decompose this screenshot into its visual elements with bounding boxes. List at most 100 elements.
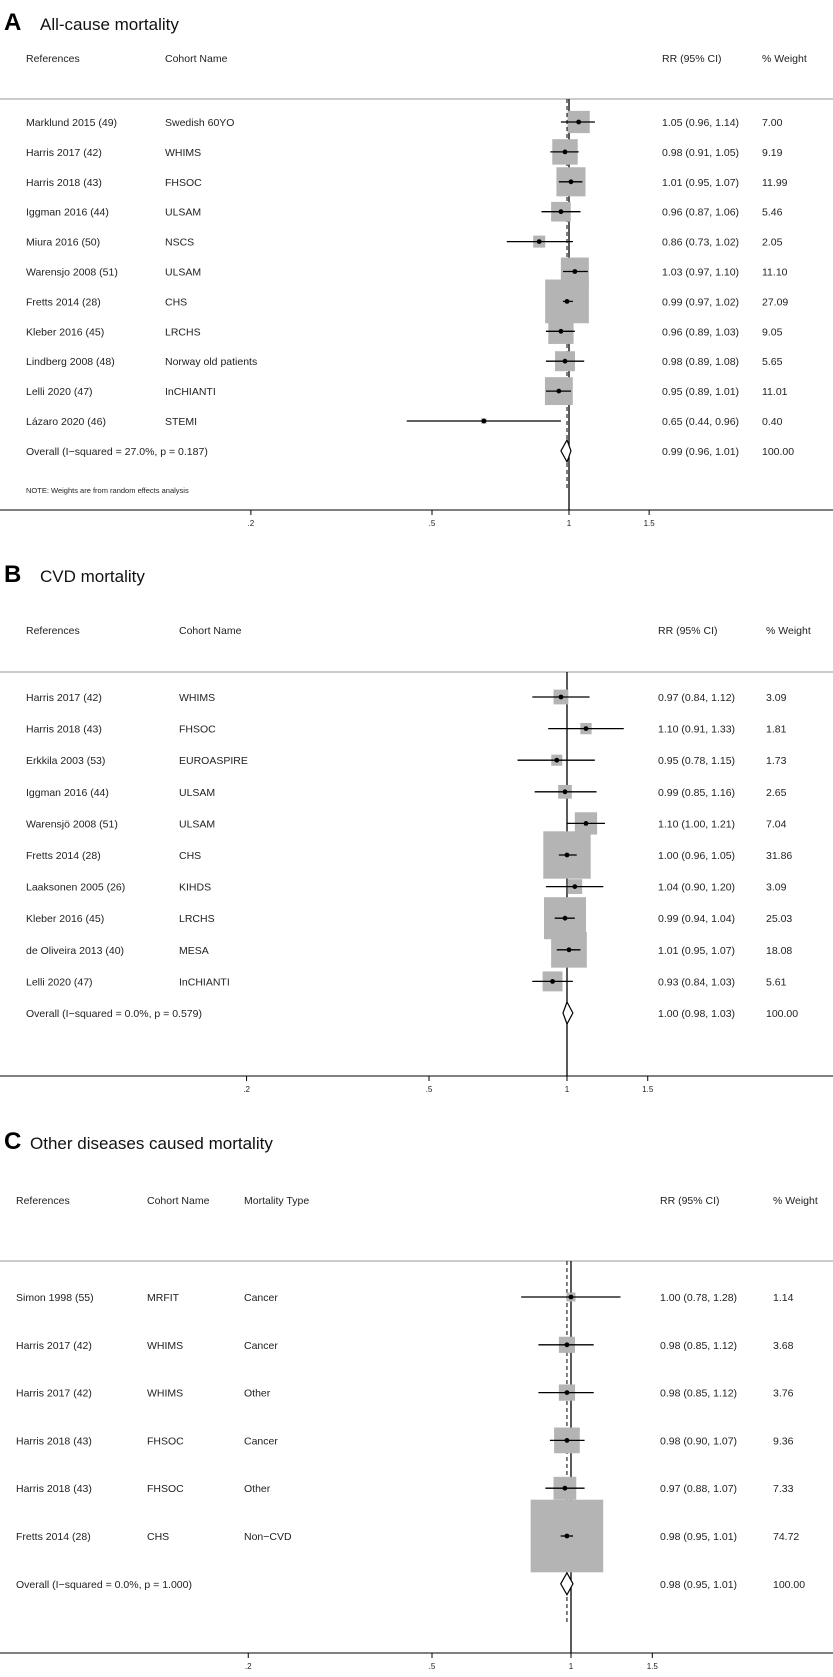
weights-note: NOTE: Weights are from random effects an… — [26, 486, 189, 495]
overall-diamond — [562, 1000, 574, 1026]
study-cohort: WHIMS — [147, 1340, 183, 1352]
study-reference: Iggman 2016 (44) — [26, 787, 109, 799]
study-weight: 2.05 — [762, 237, 783, 249]
study-cohort: CHS — [165, 296, 187, 308]
overall-rr-ci: 1.00 (0.98, 1.03) — [658, 1008, 735, 1020]
study-reference: Harris 2018 (43) — [16, 1435, 92, 1447]
study-cohort: CHS — [179, 850, 201, 862]
x-tick-label: 1 — [569, 1662, 574, 1671]
study-weight: 2.65 — [766, 787, 787, 799]
column-header-cohort: Cohort Name — [147, 1195, 210, 1207]
study-cohort: ULSAM — [179, 818, 215, 830]
study-weight: 3.09 — [766, 882, 787, 894]
panel-title: Other diseases caused mortality — [30, 1134, 273, 1153]
study-rr-ci: 0.86 (0.73, 1.02) — [662, 237, 739, 249]
study-reference: Fretts 2014 (28) — [26, 850, 101, 862]
study-rr-ci: 0.99 (0.85, 1.16) — [658, 787, 735, 799]
panel-title: All-cause mortality — [40, 15, 179, 34]
study-reference: Simon 1998 (55) — [16, 1292, 94, 1304]
overall-label: Overall (I−squared = 0.0%, p = 0.579) — [26, 1008, 202, 1020]
study-reference: Laaksonen 2005 (26) — [26, 882, 125, 894]
study-cohort: FHSOC — [147, 1483, 184, 1495]
study-reference: Harris 2018 (43) — [16, 1483, 92, 1495]
point-estimate — [576, 119, 582, 125]
study-rr-ci: 0.99 (0.97, 1.02) — [662, 296, 739, 308]
point-estimate — [558, 694, 564, 700]
x-tick-label: .2 — [245, 1662, 252, 1671]
study-weight: 25.03 — [766, 913, 792, 925]
x-tick-label: .5 — [426, 1085, 433, 1094]
point-estimate — [558, 209, 564, 215]
x-tick-label: 1 — [567, 519, 572, 528]
study-weight: 3.09 — [766, 692, 787, 704]
x-tick-label: .5 — [429, 1662, 436, 1671]
overall-weight: 100.00 — [762, 446, 794, 458]
study-reference: Lindberg 2008 (48) — [26, 356, 115, 368]
study-weight: 27.09 — [762, 296, 788, 308]
column-header-references: References — [16, 1195, 70, 1207]
study-rr-ci: 0.99 (0.94, 1.04) — [658, 913, 735, 925]
study-reference: Fretts 2014 (28) — [16, 1531, 91, 1543]
study-rr-ci: 0.93 (0.84, 1.03) — [658, 976, 735, 988]
study-cohort: KIHDS — [179, 882, 211, 894]
study-weight: 7.33 — [773, 1483, 794, 1495]
study-rr-ci: 0.98 (0.85, 1.12) — [660, 1388, 737, 1400]
study-rr-ci: 0.95 (0.78, 1.15) — [658, 755, 735, 767]
x-tick-label: .2 — [248, 519, 255, 528]
study-rr-ci: 0.98 (0.89, 1.08) — [662, 356, 739, 368]
panel-letter: B — [4, 561, 21, 588]
study-rr-ci: 0.95 (0.89, 1.01) — [662, 386, 739, 398]
study-cohort: Swedish 60YO — [165, 117, 234, 129]
study-rr-ci: 1.01 (0.95, 1.07) — [658, 945, 735, 957]
study-cohort: MRFIT — [147, 1292, 180, 1304]
study-weight: 74.72 — [773, 1531, 799, 1543]
study-reference: Warensjö 2008 (51) — [26, 818, 118, 830]
study-mortality-type: Cancer — [244, 1292, 278, 1304]
point-estimate — [566, 947, 572, 953]
study-reference: Miura 2016 (50) — [26, 237, 100, 249]
overall-weight: 100.00 — [773, 1579, 805, 1591]
study-reference: Lelli 2020 (47) — [26, 976, 93, 988]
study-reference: Harris 2017 (42) — [26, 147, 102, 159]
study-cohort: LRCHS — [165, 326, 201, 338]
x-tick-label: .2 — [243, 1085, 250, 1094]
column-header-rr: RR (95% CI) — [660, 1195, 720, 1207]
study-reference: Iggman 2016 (44) — [26, 207, 109, 219]
point-estimate — [568, 179, 574, 185]
column-header-cohort: Cohort Name — [165, 53, 228, 65]
point-estimate — [583, 726, 589, 731]
point-estimate — [568, 1294, 574, 1300]
study-cohort: InCHIANTI — [179, 976, 230, 988]
study-weight: 5.61 — [766, 976, 787, 988]
study-reference: Lázaro 2020 (46) — [26, 416, 106, 428]
study-weight: 1.73 — [766, 755, 787, 767]
study-mortality-type: Cancer — [244, 1340, 278, 1352]
study-reference: Harris 2017 (42) — [16, 1388, 92, 1400]
column-header-references: References — [26, 625, 80, 637]
overall-label: Overall (I−squared = 0.0%, p = 1.000) — [16, 1579, 192, 1591]
study-rr-ci: 0.97 (0.84, 1.12) — [658, 692, 735, 704]
study-weight: 7.04 — [766, 818, 787, 830]
overall-label: Overall (I−squared = 27.0%, p = 0.187) — [26, 446, 208, 458]
point-estimate — [562, 149, 568, 155]
study-weight: 11.01 — [762, 386, 788, 398]
study-cohort: EUROASPIRE — [179, 755, 248, 767]
overall-weight: 100.00 — [766, 1008, 798, 1020]
study-weight: 18.08 — [766, 945, 792, 957]
study-weight: 7.00 — [762, 117, 783, 129]
overall-rr-ci: 0.98 (0.95, 1.01) — [660, 1579, 737, 1591]
study-weight: 11.10 — [762, 267, 788, 279]
study-mortality-type: Other — [244, 1388, 271, 1400]
study-cohort: NSCS — [165, 237, 194, 249]
study-reference: Warensjo 2008 (51) — [26, 267, 118, 279]
study-reference: Harris 2017 (42) — [16, 1340, 92, 1352]
study-weight: 9.05 — [762, 326, 783, 338]
study-cohort: InCHIANTI — [165, 386, 216, 398]
study-reference: de Oliveira 2013 (40) — [26, 945, 124, 957]
study-mortality-type: Cancer — [244, 1435, 278, 1447]
study-weight: 9.19 — [762, 147, 783, 159]
point-estimate — [572, 269, 578, 274]
study-rr-ci: 0.96 (0.89, 1.03) — [662, 326, 739, 338]
study-cohort: Norway old patients — [165, 356, 257, 368]
overall-diamond — [560, 438, 572, 464]
